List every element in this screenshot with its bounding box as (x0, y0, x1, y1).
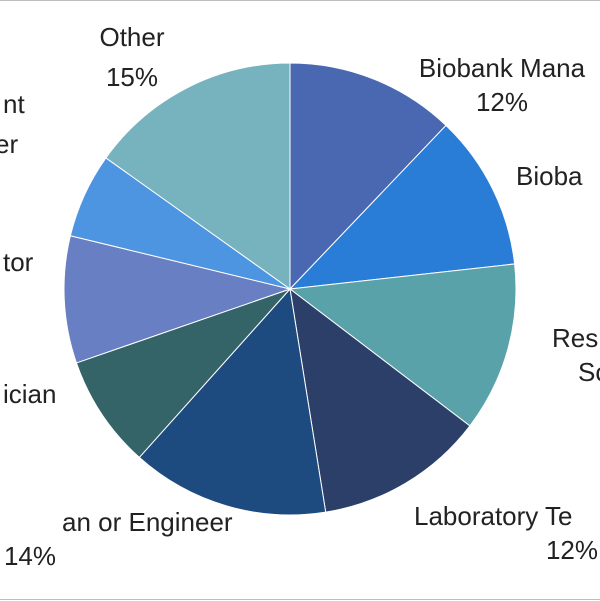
pie-slice-7 (63, 235, 292, 364)
slice-label-1: Biobank Mana (419, 53, 586, 83)
slice-label-4: Laboratory Te (414, 501, 573, 531)
slice-percent-5: 14% (4, 541, 56, 571)
slice-label-8: nt er (0, 89, 25, 159)
slice-percent-1: 12% (476, 87, 528, 117)
slice-label-2: Bioba (516, 161, 583, 191)
slice-label-7: tor (3, 247, 34, 277)
slice-percent-4: 12% (546, 535, 598, 565)
slice-percent-9: 15% (106, 62, 158, 92)
pie-slice-5 (138, 287, 327, 516)
slice-label-9: Other (99, 22, 164, 52)
pie-slice-9 (105, 62, 291, 290)
pie-slice-3 (288, 263, 517, 427)
slice-label-5: an or Engineer (62, 507, 233, 537)
pie-slice-4 (289, 287, 471, 513)
slice-label-3: ResSc (552, 323, 600, 387)
pie-slice-2 (288, 124, 516, 290)
slice-label-6: ician (3, 379, 56, 409)
pie-labels: Biobank Mana 12% Bioba ResSc Laboratory Te 12… (0, 22, 600, 571)
pie-slices (63, 62, 517, 516)
pie-slice-6 (75, 287, 292, 459)
pie-slice-1 (289, 62, 447, 291)
